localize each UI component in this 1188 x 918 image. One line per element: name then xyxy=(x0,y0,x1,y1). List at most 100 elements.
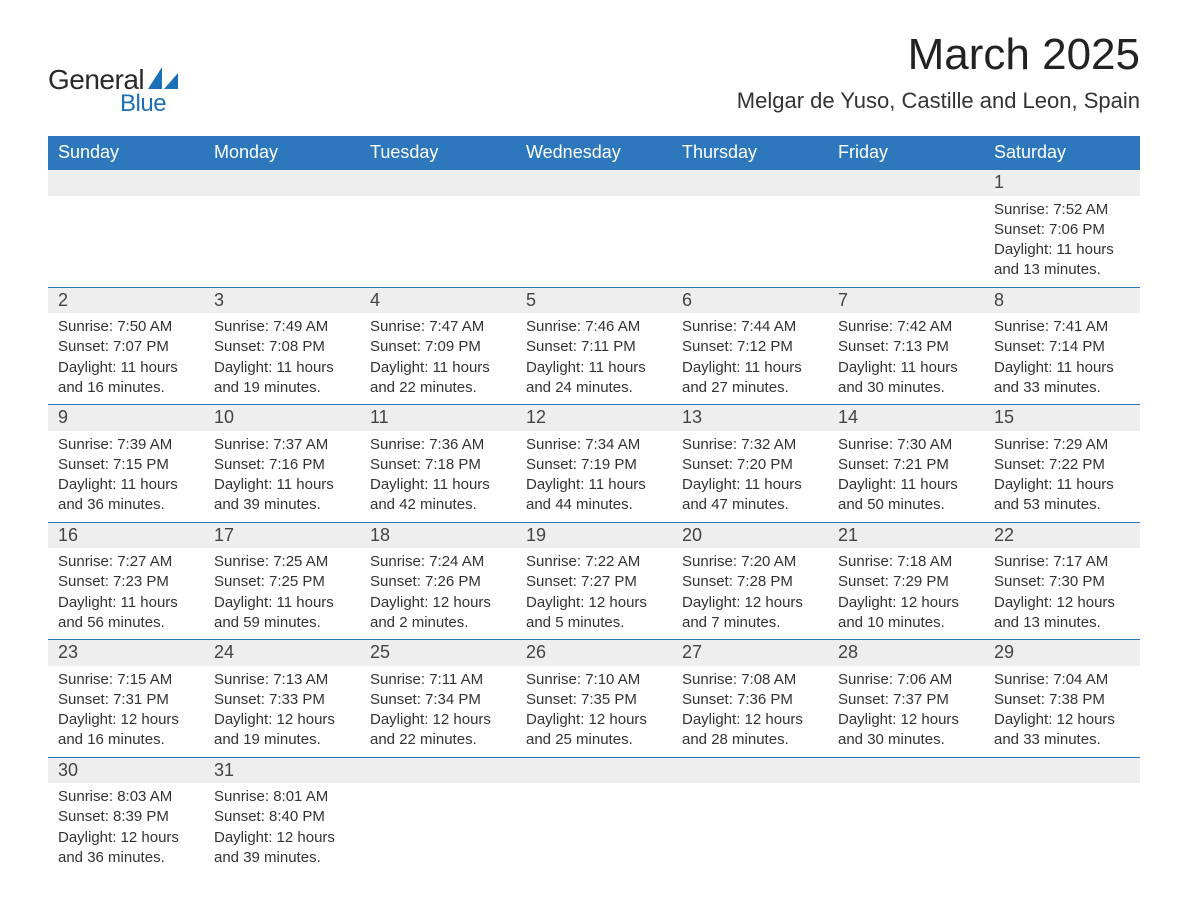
day-cell xyxy=(672,783,828,874)
daylight-text: Daylight: 12 hours and 10 minutes. xyxy=(838,593,974,634)
daylight-text: Daylight: 11 hours and 44 minutes. xyxy=(526,475,662,516)
sunset-text: Sunset: 7:37 PM xyxy=(838,690,974,710)
day-cell: Sunrise: 7:11 AMSunset: 7:34 PMDaylight:… xyxy=(360,666,516,758)
day-number xyxy=(984,757,1140,783)
sunrise-text: Sunrise: 7:18 AM xyxy=(838,552,974,572)
sunrise-text: Sunrise: 7:24 AM xyxy=(370,552,506,572)
sunset-text: Sunset: 7:21 PM xyxy=(838,455,974,475)
daylight-text: Daylight: 11 hours and 50 minutes. xyxy=(838,475,974,516)
day-number: 30 xyxy=(48,757,204,783)
day-number: 3 xyxy=(204,287,360,313)
sunset-text: Sunset: 7:25 PM xyxy=(214,572,350,592)
sunset-text: Sunset: 7:16 PM xyxy=(214,455,350,475)
sunset-text: Sunset: 7:19 PM xyxy=(526,455,662,475)
sunset-text: Sunset: 7:23 PM xyxy=(58,572,194,592)
sunset-text: Sunset: 7:22 PM xyxy=(994,455,1130,475)
day-cell xyxy=(672,196,828,288)
daylight-text: Daylight: 12 hours and 36 minutes. xyxy=(58,828,194,869)
daylight-text: Daylight: 11 hours and 33 minutes. xyxy=(994,358,1130,399)
weekday-header-row: Sunday Monday Tuesday Wednesday Thursday… xyxy=(48,136,1140,170)
sunset-text: Sunset: 7:06 PM xyxy=(994,220,1130,240)
sunset-text: Sunset: 7:35 PM xyxy=(526,690,662,710)
day-number xyxy=(48,170,204,196)
sunrise-text: Sunrise: 7:10 AM xyxy=(526,670,662,690)
sunrise-text: Sunrise: 7:37 AM xyxy=(214,435,350,455)
sunset-text: Sunset: 7:26 PM xyxy=(370,572,506,592)
details-row: Sunrise: 8:03 AMSunset: 8:39 PMDaylight:… xyxy=(48,783,1140,874)
day-number: 1 xyxy=(984,170,1140,196)
day-cell: Sunrise: 7:47 AMSunset: 7:09 PMDaylight:… xyxy=(360,313,516,405)
sunrise-text: Sunrise: 7:46 AM xyxy=(526,317,662,337)
day-cell: Sunrise: 7:13 AMSunset: 7:33 PMDaylight:… xyxy=(204,666,360,758)
sunset-text: Sunset: 7:29 PM xyxy=(838,572,974,592)
day-number: 27 xyxy=(672,640,828,666)
details-row: Sunrise: 7:27 AMSunset: 7:23 PMDaylight:… xyxy=(48,548,1140,640)
day-number: 24 xyxy=(204,640,360,666)
sunrise-text: Sunrise: 7:20 AM xyxy=(682,552,818,572)
daynum-row: 23242526272829 xyxy=(48,640,1140,666)
day-cell: Sunrise: 7:30 AMSunset: 7:21 PMDaylight:… xyxy=(828,431,984,523)
page-subtitle: Melgar de Yuso, Castille and Leon, Spain xyxy=(737,88,1140,114)
day-number: 18 xyxy=(360,522,516,548)
day-number xyxy=(672,757,828,783)
sunset-text: Sunset: 7:34 PM xyxy=(370,690,506,710)
day-number: 11 xyxy=(360,405,516,431)
day-number: 15 xyxy=(984,405,1140,431)
sunrise-text: Sunrise: 8:03 AM xyxy=(58,787,194,807)
day-cell xyxy=(516,196,672,288)
sunrise-text: Sunrise: 7:50 AM xyxy=(58,317,194,337)
daylight-text: Daylight: 11 hours and 47 minutes. xyxy=(682,475,818,516)
day-number: 25 xyxy=(360,640,516,666)
day-cell xyxy=(516,783,672,874)
daylight-text: Daylight: 12 hours and 5 minutes. xyxy=(526,593,662,634)
day-cell: Sunrise: 7:06 AMSunset: 7:37 PMDaylight:… xyxy=(828,666,984,758)
daylight-text: Daylight: 11 hours and 56 minutes. xyxy=(58,593,194,634)
sunrise-text: Sunrise: 7:39 AM xyxy=(58,435,194,455)
day-number: 2 xyxy=(48,287,204,313)
daylight-text: Daylight: 11 hours and 36 minutes. xyxy=(58,475,194,516)
day-number xyxy=(828,170,984,196)
day-cell: Sunrise: 7:17 AMSunset: 7:30 PMDaylight:… xyxy=(984,548,1140,640)
sunset-text: Sunset: 7:20 PM xyxy=(682,455,818,475)
day-number xyxy=(516,170,672,196)
day-number: 23 xyxy=(48,640,204,666)
daynum-row: 16171819202122 xyxy=(48,522,1140,548)
daylight-text: Daylight: 12 hours and 13 minutes. xyxy=(994,593,1130,634)
sunset-text: Sunset: 7:30 PM xyxy=(994,572,1130,592)
sunset-text: Sunset: 7:13 PM xyxy=(838,337,974,357)
daylight-text: Daylight: 12 hours and 2 minutes. xyxy=(370,593,506,634)
daylight-text: Daylight: 11 hours and 19 minutes. xyxy=(214,358,350,399)
sunset-text: Sunset: 7:38 PM xyxy=(994,690,1130,710)
sunrise-text: Sunrise: 7:41 AM xyxy=(994,317,1130,337)
day-cell: Sunrise: 7:52 AMSunset: 7:06 PMDaylight:… xyxy=(984,196,1140,288)
day-number: 7 xyxy=(828,287,984,313)
sunrise-text: Sunrise: 8:01 AM xyxy=(214,787,350,807)
sunset-text: Sunset: 7:28 PM xyxy=(682,572,818,592)
sunrise-text: Sunrise: 7:52 AM xyxy=(994,200,1130,220)
sunset-text: Sunset: 8:40 PM xyxy=(214,807,350,827)
details-row: Sunrise: 7:15 AMSunset: 7:31 PMDaylight:… xyxy=(48,666,1140,758)
sunrise-text: Sunrise: 7:49 AM xyxy=(214,317,350,337)
day-cell: Sunrise: 7:25 AMSunset: 7:25 PMDaylight:… xyxy=(204,548,360,640)
day-number: 14 xyxy=(828,405,984,431)
daylight-text: Daylight: 12 hours and 39 minutes. xyxy=(214,828,350,869)
day-number xyxy=(360,170,516,196)
day-cell xyxy=(48,196,204,288)
sunrise-text: Sunrise: 7:27 AM xyxy=(58,552,194,572)
day-cell: Sunrise: 7:32 AMSunset: 7:20 PMDaylight:… xyxy=(672,431,828,523)
sunrise-text: Sunrise: 7:29 AM xyxy=(994,435,1130,455)
daylight-text: Daylight: 12 hours and 33 minutes. xyxy=(994,710,1130,751)
day-cell: Sunrise: 7:10 AMSunset: 7:35 PMDaylight:… xyxy=(516,666,672,758)
sunset-text: Sunset: 7:36 PM xyxy=(682,690,818,710)
daylight-text: Daylight: 12 hours and 22 minutes. xyxy=(370,710,506,751)
daylight-text: Daylight: 12 hours and 7 minutes. xyxy=(682,593,818,634)
day-number: 6 xyxy=(672,287,828,313)
sunset-text: Sunset: 7:31 PM xyxy=(58,690,194,710)
day-cell: Sunrise: 7:08 AMSunset: 7:36 PMDaylight:… xyxy=(672,666,828,758)
day-number xyxy=(672,170,828,196)
weekday-header: Sunday xyxy=(48,136,204,170)
sunrise-text: Sunrise: 7:32 AM xyxy=(682,435,818,455)
details-row: Sunrise: 7:39 AMSunset: 7:15 PMDaylight:… xyxy=(48,431,1140,523)
weekday-header: Wednesday xyxy=(516,136,672,170)
sunrise-text: Sunrise: 7:08 AM xyxy=(682,670,818,690)
